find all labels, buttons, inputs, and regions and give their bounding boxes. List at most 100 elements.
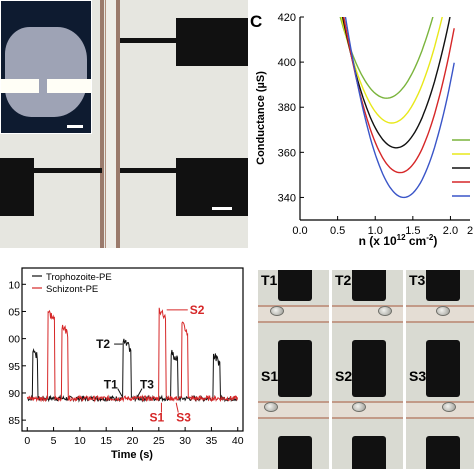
electrode-pad xyxy=(425,270,460,301)
annotation-label: T2 xyxy=(96,337,110,351)
electrode-pad xyxy=(351,270,386,301)
cell-image-tile: T2 xyxy=(332,270,403,373)
y-tick-label: 360 xyxy=(278,147,296,159)
tile-label: S2 xyxy=(335,368,353,384)
cell-image-grid: T1 T2 T3 S1 S2 S3 xyxy=(248,248,474,474)
graphene-flake xyxy=(5,27,87,117)
annotation-label: T3 xyxy=(140,378,154,392)
electrode-pad xyxy=(351,366,386,397)
microchannel xyxy=(406,401,474,420)
cell-image-tile: T3 xyxy=(406,270,474,373)
x-tick-label: 20 xyxy=(127,435,139,447)
y-tick-label: 05 xyxy=(8,306,20,318)
panel-c: C 340 360 380 400 420 0.0 0.5 1.0 1.5 2.0 2 Conduct… xyxy=(248,0,474,248)
x-tick-label: 35 xyxy=(206,435,218,447)
y-tick-label: 00 xyxy=(8,334,20,346)
microchannel xyxy=(332,305,403,324)
tile-label: T3 xyxy=(409,272,426,288)
x-tick-label: 25 xyxy=(153,435,165,447)
electrode-pad xyxy=(425,436,460,469)
cell-image-tile: T1 xyxy=(258,270,329,373)
x-tick-label: 1.5 xyxy=(405,225,420,237)
electrode-pad xyxy=(176,158,248,216)
tile-label: S1 xyxy=(261,368,279,384)
series-line xyxy=(339,17,434,99)
y-tick-label: 10 xyxy=(8,279,20,291)
inset-image xyxy=(0,0,92,134)
x-axis-label-part: 12 xyxy=(397,233,406,242)
x-tick-label: 1.0 xyxy=(368,225,383,237)
electrode-pad xyxy=(351,436,386,469)
trace-line xyxy=(26,307,238,403)
cell-image-tile: S1 xyxy=(258,366,329,469)
y-tick-label: 400 xyxy=(278,57,296,69)
x-axis-label-part: ) xyxy=(433,234,437,248)
electrode-pad xyxy=(425,366,460,397)
x-tick-label: 2 xyxy=(467,225,473,237)
x-tick-label: 2.0 xyxy=(443,225,458,237)
panel-label: C xyxy=(250,12,263,31)
y-tick-label: 95 xyxy=(8,361,20,373)
annotation-label: S3 xyxy=(176,411,191,425)
electrode-lead xyxy=(120,168,180,173)
inset-scale-bar xyxy=(67,125,83,128)
tile-label: S3 xyxy=(409,368,427,384)
electrode-pad xyxy=(277,366,312,397)
x-axis-label-part: n (x 10 xyxy=(359,234,397,248)
cell-shape xyxy=(352,402,366,413)
x-axis-label: Time (s) xyxy=(111,449,153,461)
trace-line xyxy=(27,338,238,403)
device-micrograph xyxy=(0,0,248,248)
x-tick-label: 15 xyxy=(100,435,112,447)
annotation-label: T1 xyxy=(104,378,118,392)
scale-bar xyxy=(212,207,232,210)
electrode-pad xyxy=(277,270,312,301)
panel-trace: Trophozoite-PE Schizont-PE 85 90 95 00 05 10 0 5 1… xyxy=(0,248,248,474)
tile-label: T1 xyxy=(261,272,278,288)
series-line xyxy=(340,17,443,124)
legend-label: Schizont-PE xyxy=(46,284,98,295)
y-tick-label: 420 xyxy=(278,12,296,24)
y-tick-label: 340 xyxy=(278,192,296,204)
annotation-arrow xyxy=(175,402,179,413)
series-line xyxy=(341,17,451,149)
series-line xyxy=(344,17,455,199)
x-tick-label: 0 xyxy=(24,435,30,447)
electrode-pad xyxy=(0,158,34,216)
cell-shape xyxy=(378,306,392,317)
legend-label: Trophozoite-PE xyxy=(46,272,112,283)
annotation-label: S1 xyxy=(149,411,164,425)
y-tick-label: 380 xyxy=(278,102,296,114)
annotation-arrow xyxy=(137,388,143,397)
x-axis-label-part: -2 xyxy=(426,233,434,242)
cell-shape xyxy=(436,306,450,317)
electrode-lead xyxy=(34,168,102,173)
x-tick-label: 30 xyxy=(179,435,191,447)
electrode-pad xyxy=(116,0,120,248)
x-tick-label: 0.5 xyxy=(330,225,345,237)
y-tick-label: 90 xyxy=(8,388,20,400)
y-axis-label: Conductance (µS) xyxy=(255,71,267,165)
electrode-stripe xyxy=(47,79,91,93)
x-axis-label: n (x 1012 cm-2) xyxy=(359,233,438,248)
annotation-arrow xyxy=(117,388,123,397)
electrode-pad xyxy=(100,0,104,248)
x-tick-label: 0.0 xyxy=(292,225,307,237)
electrode-stripe xyxy=(1,79,39,93)
electrode-pad xyxy=(277,436,312,469)
x-axis-label-part: cm xyxy=(406,234,427,248)
series-line xyxy=(343,17,455,174)
cell-image-tile: S2 xyxy=(332,366,403,469)
x-tick-label: 10 xyxy=(74,435,86,447)
cell-image-tile: S3 xyxy=(406,366,474,469)
cell-shape xyxy=(442,402,456,413)
cell-shape xyxy=(264,402,278,413)
x-tick-label: 5 xyxy=(51,435,57,447)
cell-shape xyxy=(270,306,284,317)
y-tick-label: 85 xyxy=(8,415,20,427)
tile-label: T2 xyxy=(335,272,352,288)
electrode-lead xyxy=(120,38,180,43)
annotation-label: S2 xyxy=(190,303,205,317)
electrode-pad xyxy=(176,18,248,66)
